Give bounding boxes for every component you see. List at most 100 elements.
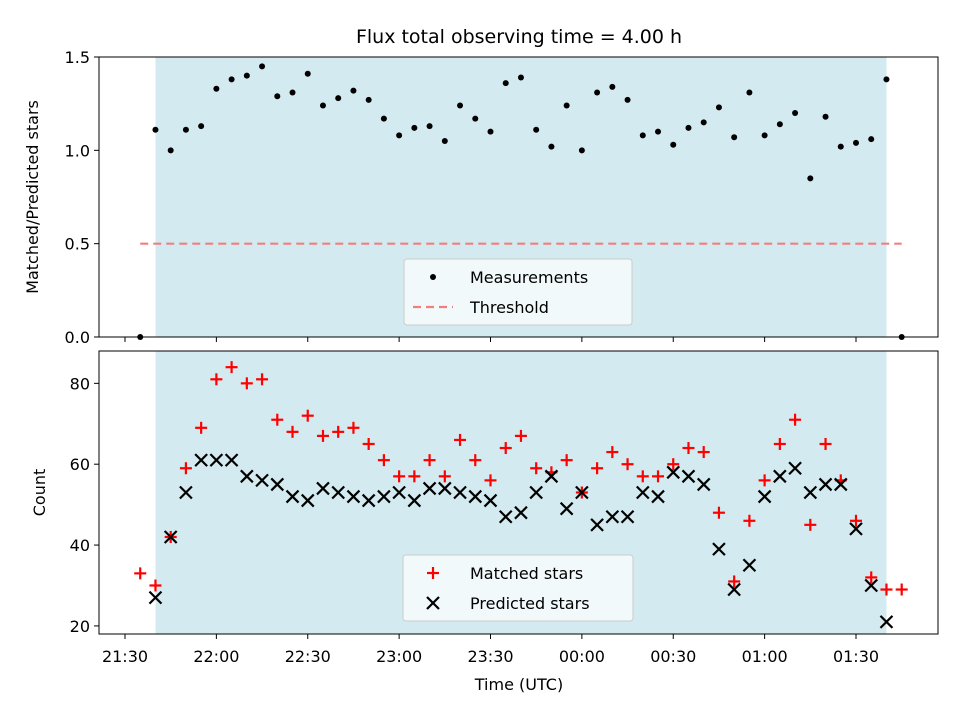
x-tick-label: 01:00 (742, 647, 788, 666)
matched-star-point (682, 442, 695, 455)
predicted-star-point (803, 485, 818, 500)
measurement-point (563, 102, 570, 109)
predicted-star-point (681, 469, 696, 484)
ratio-x-ticks (124, 337, 857, 342)
predicted-star-point (392, 485, 406, 500)
predicted-star-point (300, 493, 315, 508)
predicted-star-point (864, 578, 879, 593)
matched-star-point (591, 462, 604, 475)
predicted-star-point (148, 590, 163, 605)
measurement-point (380, 115, 387, 122)
predicted-star-point (559, 501, 574, 516)
measurement-point (289, 89, 296, 96)
predicted-star-point (818, 477, 833, 492)
predicted-star-point (833, 477, 848, 492)
measurement-point (396, 132, 403, 139)
predicted-star-point (757, 489, 772, 504)
count-legend-box (402, 554, 634, 622)
matched-star-point (773, 437, 786, 450)
predicted-star-point (270, 477, 285, 492)
ratio-panel: 0.0 0.5 1.0 1.5 Matched/Predicted stars Mea… (23, 48, 939, 347)
predicted-star-point (468, 489, 483, 504)
measurement-point (639, 132, 646, 139)
x-tick-label: 00:30 (650, 647, 696, 666)
matched-star-point (850, 514, 862, 527)
predicted-star-point (422, 481, 437, 496)
legend-measurements-label: Measurements (470, 268, 588, 287)
matched-star-point (499, 442, 512, 455)
matched-star-point (652, 470, 665, 483)
x-axis-label: Time (UTC) (474, 675, 563, 694)
x-tick-label: 22:00 (193, 647, 239, 666)
x-tick-label: 01:30 (833, 647, 879, 666)
measurement-point (152, 126, 159, 133)
measurement-point (776, 121, 783, 128)
measurement-point (228, 76, 235, 83)
measurement-point (304, 70, 311, 77)
predicted-star-point (498, 509, 513, 524)
predicted-star-point (651, 489, 665, 504)
measurement-point (655, 128, 662, 135)
measurement-point (822, 113, 829, 120)
predicted-star-point (407, 493, 422, 508)
count-legend: Matched stars Predicted stars (402, 554, 634, 622)
measurement-point (670, 141, 677, 148)
matched-star-point (393, 470, 406, 483)
matched-star-point (256, 373, 269, 386)
legend-predicted-marker (426, 596, 440, 610)
matched-star-point (225, 361, 238, 374)
y-tick-label: 1.0 (65, 141, 90, 160)
count-panel: 20 40 60 80 21:30 22:00 22:30 23:00 23:30 00:00 0… (30, 350, 939, 694)
matched-stars-points (134, 361, 908, 596)
measurement-point (198, 123, 205, 130)
measurement-point (715, 104, 722, 111)
predicted-star-point (163, 530, 178, 544)
predicted-star-point (773, 469, 787, 484)
y-tick-label: 40 (70, 536, 90, 555)
matched-star-point (195, 421, 208, 434)
measurement-point (259, 63, 266, 70)
predicted-star-point (361, 493, 376, 508)
predicted-star-point (453, 485, 467, 500)
matched-star-point (621, 458, 634, 471)
predicted-star-point (879, 615, 894, 629)
x-tick-label: 23:00 (376, 647, 422, 666)
measurement-point (609, 83, 616, 90)
measurement-point (883, 76, 890, 83)
matched-star-point (377, 454, 390, 467)
predicted-star-point (483, 493, 498, 508)
predicted-star-point (255, 473, 269, 488)
matched-star-point (210, 373, 223, 386)
predicted-star-point (788, 461, 802, 476)
measurement-point (548, 143, 555, 150)
predicted-star-point (636, 485, 650, 500)
measurement-point (335, 95, 342, 102)
matched-star-point (286, 425, 299, 438)
y-tick-label: 60 (70, 455, 90, 474)
matched-star-point (454, 433, 467, 446)
ratio-y-axis-label: Matched/Predicted stars (23, 100, 42, 294)
matched-star-point (149, 579, 162, 592)
matched-star-point (667, 458, 680, 471)
measurement-point (441, 138, 448, 144)
measurement-point (517, 74, 524, 81)
matched-star-point (408, 470, 421, 483)
matched-star-point (332, 425, 345, 438)
count-x-ticks: 21:30 22:00 22:30 23:00 23:30 00:00 00:30 01:00… (102, 634, 879, 666)
y-tick-label: 0.0 (65, 328, 90, 347)
predicted-star-point (742, 558, 757, 573)
legend-matched-label: Matched stars (470, 564, 583, 583)
matched-star-point (514, 429, 527, 442)
predicted-star-point (346, 489, 361, 504)
ratio-panel-frame (98, 56, 939, 338)
measurement-points (137, 63, 905, 340)
predicted-star-point (194, 453, 208, 467)
predicted-star-point (712, 542, 726, 556)
measurement-point (274, 93, 281, 100)
x-tick-label: 00:00 (559, 647, 605, 666)
legend-matched-marker (427, 567, 439, 579)
measurement-point (182, 126, 189, 133)
matched-star-point (636, 470, 649, 483)
measurement-point (700, 119, 707, 126)
matched-star-point (743, 514, 756, 527)
